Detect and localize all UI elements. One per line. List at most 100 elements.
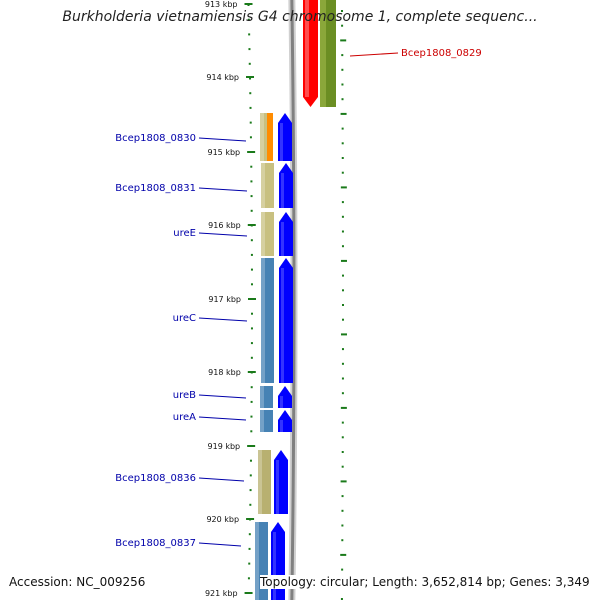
outer-tick — [341, 304, 344, 306]
minor-tick — [250, 327, 253, 330]
outer-tick — [340, 10, 343, 12]
gene-label[interactable]: ureB — [173, 390, 196, 401]
minor-tick — [248, 62, 251, 65]
outer-tick — [341, 157, 344, 159]
outer-tick — [341, 421, 344, 424]
outer-tick — [341, 215, 344, 218]
cog-box — [261, 258, 274, 383]
outer-tick — [341, 465, 344, 468]
gene-Bcep1808_0830[interactable]: Bcep1808_0830 — [115, 113, 292, 161]
cog-box — [261, 212, 274, 256]
cog-box-secondary — [267, 113, 273, 161]
gene-Bcep1808_0836[interactable]: Bcep1808_0836 — [115, 450, 288, 514]
minor-tick — [248, 48, 251, 51]
outer-tick — [341, 24, 344, 27]
cog-highlight — [320, 0, 326, 107]
major-tick — [244, 592, 253, 594]
outer-tick — [340, 406, 347, 409]
gene-Bcep1808_0831[interactable]: Bcep1808_0831 — [115, 163, 293, 208]
cog-highlight — [255, 522, 259, 600]
gene-leader-line — [198, 394, 247, 399]
gene-leader-line — [349, 52, 399, 57]
gene-leader-line — [198, 542, 242, 547]
arrow-highlight — [273, 532, 276, 600]
outer-tick — [340, 112, 347, 115]
major-tick — [246, 76, 255, 78]
gene-leader-line — [198, 317, 248, 322]
outer-tick — [341, 230, 344, 233]
backbone — [290, 0, 296, 600]
gene-Bcep1808_0829[interactable]: Bcep1808_0829 — [303, 0, 482, 107]
tick-label: 921 kbp — [205, 589, 238, 598]
tick-label: 918 kbp — [208, 368, 241, 377]
minor-tick — [249, 136, 252, 139]
minor-tick — [250, 400, 253, 403]
gene-leader-line — [198, 187, 248, 192]
outer-tick — [341, 142, 344, 145]
outer-tick — [340, 598, 343, 600]
minor-tick — [250, 195, 253, 198]
minor-tick — [248, 547, 251, 550]
outer-tick — [341, 392, 344, 395]
gene-leader-line — [198, 232, 248, 237]
cog-highlight — [261, 258, 265, 383]
minor-tick — [249, 106, 252, 109]
outer-tick — [341, 171, 344, 174]
gene-ureA[interactable]: ureA — [173, 410, 292, 432]
outer-tick — [341, 568, 344, 571]
gene-label[interactable]: Bcep1808_0830 — [115, 133, 196, 144]
cog-highlight — [260, 386, 264, 408]
minor-tick — [249, 77, 252, 80]
accession-label: Accession: NC_009256 — [9, 575, 146, 589]
major-tick — [247, 371, 256, 373]
outer-tick — [341, 436, 344, 439]
topology-label: Topology: circular; Length: 3,652,814 bp… — [260, 575, 590, 589]
minor-tick — [249, 92, 252, 95]
outer-tick — [340, 186, 347, 189]
gene-ureE[interactable]: ureE — [173, 212, 293, 256]
outer-tick — [341, 377, 344, 380]
outer-tick — [341, 274, 344, 277]
tick-label: 917 kbp — [208, 295, 241, 304]
minor-tick — [249, 459, 252, 462]
outer-tick — [340, 333, 347, 336]
outer-tick — [341, 54, 344, 57]
outer-tick — [341, 495, 344, 498]
gene-label[interactable]: Bcep1808_0836 — [115, 473, 196, 484]
gene-label[interactable]: Bcep1808_0837 — [115, 538, 196, 549]
major-tick — [247, 445, 256, 447]
gene-label[interactable]: Bcep1808_0829 — [401, 48, 482, 59]
minor-tick — [248, 562, 251, 565]
minor-tick — [250, 312, 253, 315]
outer-tick — [341, 539, 344, 542]
minor-tick — [250, 430, 253, 433]
gene-ureC[interactable]: ureC — [173, 258, 293, 383]
gene-label[interactable]: Bcep1808_0831 — [115, 183, 196, 194]
tick-label: 915 kbp — [208, 148, 241, 157]
gene-label[interactable]: ureC — [173, 313, 196, 324]
gene-ureB[interactable]: ureB — [173, 386, 292, 408]
cog-box — [260, 410, 273, 432]
minor-tick — [248, 533, 251, 536]
outer-tick — [341, 318, 344, 321]
gene-label[interactable]: ureE — [173, 228, 196, 239]
arrow-highlight — [281, 222, 284, 256]
tick-label: 920 kbp — [206, 515, 239, 524]
outer-tick — [341, 362, 344, 365]
tick-label: 914 kbp — [206, 73, 239, 82]
tick-label: 913 kbp — [205, 0, 238, 9]
cog-highlight — [260, 410, 264, 432]
major-tick — [244, 3, 253, 5]
outer-tick — [341, 524, 344, 527]
minor-tick — [249, 474, 252, 477]
arrow-highlight — [281, 268, 284, 383]
outer-tick — [341, 127, 344, 130]
outer-tick — [341, 68, 344, 71]
gene-label[interactable]: ureA — [173, 412, 196, 423]
cog-highlight — [261, 212, 265, 256]
outer-tick — [341, 348, 344, 351]
cog-highlight — [258, 450, 262, 514]
outer-tick — [341, 83, 344, 86]
minor-tick — [247, 18, 250, 21]
